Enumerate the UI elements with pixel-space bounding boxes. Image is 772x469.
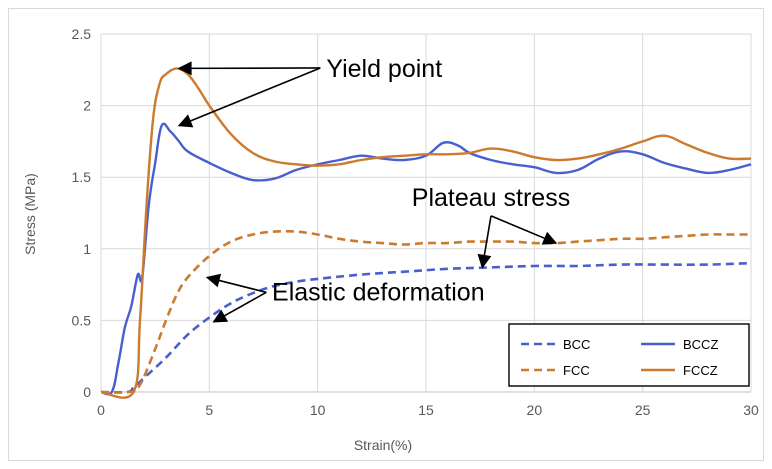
- y-tick-label: 1: [83, 241, 91, 257]
- annotation-label: Elastic deformation: [272, 278, 485, 306]
- annotation-layer: Yield point Plateau stress Elastic deforma…: [177, 55, 570, 323]
- annotation-label: Plateau stress: [412, 184, 570, 212]
- annotation-arrow: [490, 215, 558, 245]
- annotation-label: Yield point: [326, 55, 442, 83]
- x-tick-label: 0: [97, 402, 105, 418]
- stress-strain-chart: 0 0.5 1 1.5 2 2.5 0 5 10 15 20 25 30 Yield point Plat…: [22, 26, 759, 453]
- series-line-bcc: [100, 261, 752, 394]
- x-tick-label: 15: [418, 402, 434, 418]
- grid-layer: [100, 33, 752, 393]
- x-tick-label: 5: [205, 402, 213, 418]
- legend-label: BCCZ: [683, 337, 718, 352]
- series-line-fcc: [100, 229, 751, 394]
- y-tick-label: 0.5: [72, 312, 92, 328]
- y-tick-label: 1.5: [72, 169, 92, 185]
- annotation-arrow: [177, 67, 321, 128]
- x-axis-title: Strain(%): [354, 437, 412, 453]
- y-tick-label: 0: [83, 384, 91, 400]
- x-tick-label: 25: [635, 402, 651, 418]
- x-tick-label: 10: [310, 402, 326, 418]
- y-tick-label: 2: [83, 98, 91, 114]
- x-tick-label: 30: [743, 402, 759, 418]
- x-tick-label: 20: [527, 402, 543, 418]
- y-tick-label: 2.5: [72, 26, 92, 42]
- legend-label: FCCZ: [683, 363, 718, 378]
- axis-layer: 0 0.5 1 1.5 2 2.5 0 5 10 15 20 25 30: [72, 26, 759, 418]
- legend-box: [508, 323, 750, 387]
- chart-frame: 0 0.5 1 1.5 2 2.5 0 5 10 15 20 25 30 Yield point Plat…: [8, 8, 764, 461]
- annotation-arrow: [212, 291, 267, 323]
- legend-label: FCC: [563, 363, 590, 378]
- legend: BCC BCCZ FCC FCCZ: [508, 323, 750, 387]
- series-layer: [100, 67, 752, 399]
- annotation-arrow: [205, 273, 267, 294]
- series-line-fccz: [100, 67, 752, 399]
- y-axis-title: Stress (MPa): [22, 173, 38, 255]
- annotation-arrow: [477, 215, 492, 269]
- legend-label: BCC: [563, 337, 590, 352]
